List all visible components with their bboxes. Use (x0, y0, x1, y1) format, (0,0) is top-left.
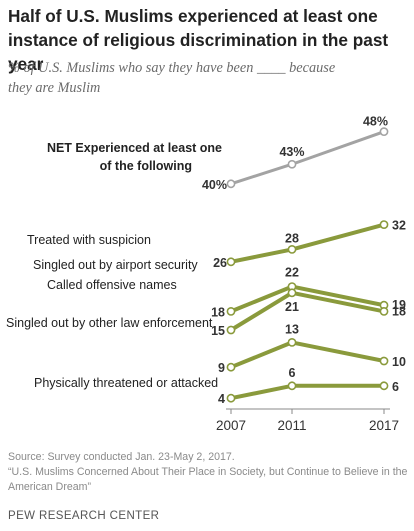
x-tick-label: 2011 (277, 418, 306, 433)
data-point (379, 356, 389, 366)
data-label: 21 (285, 300, 299, 314)
data-point (379, 306, 389, 316)
series-label: Singled out by other law enforcement (6, 316, 213, 330)
series-line (229, 340, 386, 370)
series-label: Called offensive names (47, 278, 177, 292)
report-title: “U.S. Muslims Concerned About Their Plac… (8, 466, 408, 493)
data-label: 19 (392, 298, 406, 312)
chart-footer: Source: Survey conducted Jan. 23-May 2, … (8, 450, 408, 495)
data-label: 10 (392, 355, 406, 369)
series-line (229, 383, 386, 401)
data-point (287, 244, 297, 254)
series-line (229, 290, 386, 332)
data-label: 6 (392, 380, 399, 394)
series-line (229, 222, 386, 264)
data-point (379, 381, 389, 391)
data-label: 4 (218, 392, 225, 406)
data-point (287, 159, 297, 169)
data-label: 28 (285, 231, 299, 245)
series-label: Physically threatened or attacked (34, 376, 218, 390)
chart-title: Half of U.S. Muslims experienced at leas… (8, 6, 389, 74)
data-label: 18 (392, 304, 406, 318)
pew-logo-text: PEW RESEARCH CENTER (8, 510, 160, 522)
data-label: 15 (211, 324, 225, 338)
source-note: Source: Survey conducted Jan. 23-May 2, … (8, 451, 235, 463)
data-point (287, 337, 297, 347)
data-point (226, 257, 236, 267)
data-label: 26 (213, 256, 227, 270)
series-label-line: NET Experienced at least one (47, 141, 222, 155)
data-label: 9 (218, 361, 225, 375)
series-label: NET Experienced at least one of the follo… (47, 141, 222, 173)
data-point (226, 325, 236, 335)
data-point (226, 306, 236, 316)
data-point (287, 288, 297, 298)
data-label: 13 (285, 322, 299, 336)
data-point (226, 362, 236, 372)
x-tick-label: 2017 (369, 418, 399, 433)
data-label: 48% (363, 115, 388, 129)
data-label: 6 (289, 366, 296, 380)
series-label-line: of the following (100, 159, 192, 173)
series-line (229, 130, 386, 186)
chart-subtitle: % of U.S. Muslims who say they have been… (8, 60, 336, 96)
data-label: 43% (279, 145, 304, 159)
data-point (379, 220, 389, 229)
x-tick-label: 2007 (216, 418, 246, 433)
data-label: 32 (392, 219, 406, 233)
data-label: 40% (202, 178, 227, 192)
data-point (226, 179, 236, 189)
data-point (226, 393, 236, 403)
data-label: 18 (211, 305, 225, 319)
series-label: Treated with suspicion (27, 233, 151, 247)
data-point (287, 381, 297, 391)
data-label: 22 (285, 266, 299, 280)
data-point (379, 127, 389, 137)
series-label: Singled out by airport security (33, 258, 198, 272)
